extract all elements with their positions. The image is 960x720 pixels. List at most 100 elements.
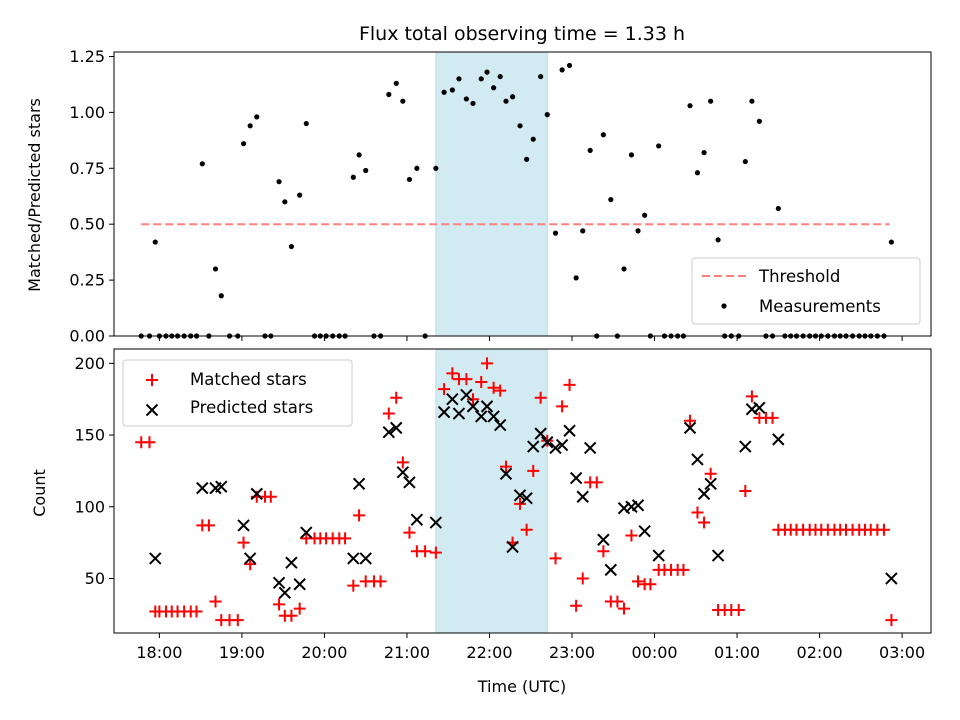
data-point — [282, 199, 288, 205]
data-point — [293, 578, 306, 591]
data-point — [403, 476, 416, 489]
data-point — [683, 421, 697, 435]
data-point — [711, 549, 725, 562]
data-point — [429, 516, 443, 529]
legend-measurements-swatch — [721, 303, 727, 309]
data-point — [538, 73, 544, 80]
data-point — [359, 552, 372, 565]
data-point — [406, 176, 413, 183]
x-tick-label: 03:00 — [879, 643, 925, 662]
data-point — [209, 595, 222, 608]
data-point — [677, 563, 690, 576]
data-point — [590, 476, 603, 489]
data-point — [390, 391, 403, 404]
data-point — [382, 407, 395, 420]
y-tick-label: 0.00 — [69, 327, 105, 346]
data-point — [466, 393, 479, 406]
data-point — [215, 480, 228, 493]
data-point — [237, 519, 250, 532]
data-point — [628, 152, 635, 158]
data-point — [244, 558, 257, 571]
data-point — [638, 524, 651, 538]
data-point — [597, 545, 610, 558]
data-point — [152, 239, 158, 245]
y-tick-label: 0.25 — [69, 271, 105, 290]
data-point — [576, 572, 589, 585]
top-y-axis-label: Matched/Predicted stars — [25, 98, 44, 292]
data-point — [644, 578, 657, 591]
y-tick-label: 50 — [85, 569, 105, 588]
data-point — [587, 147, 593, 153]
data-point — [487, 381, 500, 394]
data-point — [463, 96, 469, 102]
data-point — [293, 602, 306, 615]
data-point — [520, 491, 533, 505]
legend-matched-swatch — [146, 374, 158, 386]
data-point — [775, 205, 781, 212]
data-point — [243, 552, 257, 565]
data-point — [303, 120, 309, 127]
highlight-span — [435, 348, 548, 634]
data-point — [403, 526, 416, 539]
legend-box — [122, 359, 353, 427]
data-point — [552, 230, 559, 236]
data-point — [888, 239, 894, 245]
highlight-span — [435, 51, 548, 337]
data-point — [460, 388, 473, 402]
plot-frame — [113, 348, 932, 634]
legend-predicted-swatch — [145, 403, 159, 417]
data-point — [478, 76, 484, 82]
data-point — [580, 228, 586, 234]
data-point — [212, 266, 219, 272]
data-point — [491, 85, 497, 91]
x-tick-label: 22:00 — [466, 643, 512, 662]
data-point — [288, 243, 295, 250]
plot-frame — [113, 51, 932, 337]
data-point — [446, 367, 459, 380]
data-point — [278, 586, 292, 600]
x-tick-label: 00:00 — [631, 643, 677, 662]
legend: Matched stars Predicted stars — [122, 359, 353, 427]
data-point — [487, 410, 500, 423]
data-point — [396, 456, 409, 469]
data-point — [480, 400, 494, 413]
data-point — [470, 100, 476, 107]
data-point — [566, 62, 573, 69]
data-point — [250, 487, 263, 501]
data-point — [604, 563, 618, 577]
data-point — [353, 509, 366, 522]
x-tick-label: 21:00 — [384, 643, 430, 662]
series-1 — [149, 388, 898, 600]
data-point — [231, 614, 244, 627]
data-point — [635, 228, 641, 234]
data-point — [549, 441, 562, 455]
y-tick-label: 1.25 — [69, 47, 105, 66]
x-tick-label: 18:00 — [136, 643, 182, 662]
data-point — [541, 436, 554, 449]
data-point — [569, 471, 583, 485]
data-point — [745, 390, 758, 403]
y-tick-label: 0.75 — [69, 159, 105, 178]
data-point — [611, 595, 624, 608]
data-point — [441, 89, 447, 95]
data-point — [534, 391, 547, 404]
data-point — [339, 532, 352, 545]
data-point — [350, 174, 356, 180]
data-point — [708, 98, 714, 104]
data-point — [549, 552, 562, 565]
data-point — [196, 481, 209, 495]
bottom-y-axis-label: Count — [30, 469, 49, 517]
data-point — [576, 490, 589, 503]
data-point — [386, 91, 392, 98]
data-point — [618, 602, 631, 615]
legend-label: Threshold — [758, 267, 840, 286]
data-point — [749, 98, 755, 104]
data-point — [264, 490, 277, 503]
data-point — [541, 434, 554, 447]
data-point — [704, 477, 717, 491]
data-point — [499, 467, 513, 480]
top-panel: 0.00 0.25 0.50 0.75 1.00 1.25 Threshold Measure… — [69, 47, 932, 346]
data-point — [597, 533, 610, 546]
data-point — [438, 383, 451, 396]
data-point — [247, 123, 253, 129]
